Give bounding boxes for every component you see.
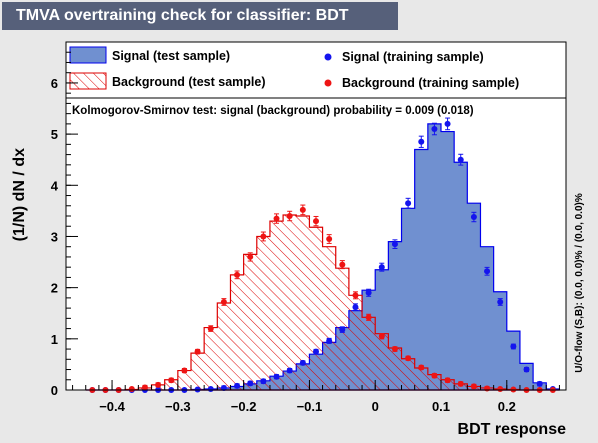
- signal-training-point: [352, 304, 359, 311]
- signal-training-point: [194, 386, 201, 393]
- background-training-point: [405, 355, 412, 362]
- background-training-point: [286, 213, 293, 219]
- signal-training-point: [247, 380, 254, 387]
- background-training-point: [470, 383, 477, 390]
- background-training-point: [497, 385, 504, 392]
- background-training-point: [141, 384, 148, 391]
- background-training-point: [339, 261, 346, 268]
- signal-training-point: [313, 348, 319, 355]
- x-tick-label: −0.4: [99, 399, 125, 414]
- background-training-point: [510, 386, 517, 393]
- x-tick-label: 0.2: [498, 399, 516, 414]
- background-training-point: [260, 233, 267, 240]
- y-tick-label: 6: [51, 76, 58, 91]
- signal-training-point: [365, 289, 372, 296]
- window-title: TMVA overtraining check for classifier: …: [2, 2, 398, 30]
- y-tick-label: 4: [51, 178, 59, 193]
- background-training-point: [247, 253, 254, 260]
- signal-training-point: [431, 126, 438, 132]
- legend-background-training-label: Background (training sample): [342, 76, 519, 90]
- signal-training-point: [470, 214, 477, 221]
- legend-signal-training-marker: [324, 53, 332, 61]
- signal-training-point: [457, 156, 464, 163]
- signal-training-point: [418, 138, 425, 145]
- background-training-point: [155, 381, 162, 388]
- legend-signal-test-swatch: [69, 46, 107, 64]
- signal-training-point: [273, 373, 280, 380]
- legend: Signal (test sample) Background (test sa…: [65, 41, 567, 99]
- signal-training-point: [523, 366, 530, 373]
- signal-training-point: [536, 380, 543, 387]
- background-training-point: [326, 236, 333, 243]
- signal-training-point: [260, 378, 267, 385]
- background-training-point: [220, 298, 227, 305]
- legend-frame: [65, 41, 567, 99]
- background-training-point: [207, 325, 214, 332]
- background-training-point: [299, 206, 306, 213]
- signal-training-point: [444, 120, 451, 127]
- background-training-point: [168, 377, 175, 384]
- signal-training-point: [339, 326, 346, 333]
- background-training-point: [234, 271, 241, 278]
- x-tick-label: −0.2: [231, 399, 257, 414]
- signal-training-point: [299, 359, 306, 366]
- signal-training-point: [405, 200, 412, 207]
- y-tick-label: 3: [51, 229, 58, 244]
- x-tick-label: 0.1: [432, 399, 450, 414]
- background-training-point: [194, 348, 201, 355]
- signal-training-point: [326, 337, 333, 344]
- background-training-point: [457, 380, 464, 387]
- background-training-point: [484, 385, 491, 392]
- overflow-note: U/O-flow (S,B): (0.0, 0.0)% / (0.0, 0.0)…: [574, 193, 585, 373]
- background-training-point: [378, 333, 385, 340]
- signal-training-point: [378, 264, 385, 271]
- x-tick-label: 0: [372, 399, 379, 414]
- y-tick-label: 2: [51, 281, 58, 296]
- legend-signal-test-label: Signal (test sample): [112, 49, 230, 63]
- legend-signal-training-label: Signal (training sample): [342, 50, 484, 64]
- legend-background-training-marker: [324, 79, 332, 87]
- background-training-point: [128, 385, 135, 392]
- background-training-point: [181, 367, 188, 374]
- background-training-point: [444, 377, 451, 384]
- background-training-point: [391, 346, 398, 353]
- background-training-point: [313, 218, 319, 225]
- background-training-point: [352, 292, 359, 299]
- signal-training-point: [497, 298, 504, 305]
- signal-training-point: [510, 343, 517, 350]
- axes: −0.4 −0.3 −0.2 −0.1 0 0.1 0.2 0 1 2 3 4 5 6: [51, 41, 567, 414]
- signal-training-point: [286, 367, 293, 374]
- signal-training-point: [207, 385, 214, 392]
- signal-training-point: [220, 384, 227, 391]
- x-tick-label: −0.1: [297, 399, 323, 414]
- signal-training-point: [484, 268, 491, 275]
- y-tick-label: 5: [51, 127, 58, 142]
- background-training-point: [365, 314, 372, 321]
- y-axis-label: (1/N) dN / dx: [11, 148, 28, 241]
- legend-background-test-label: Background (test sample): [112, 75, 266, 89]
- x-axis-label: BDT response: [458, 421, 567, 438]
- y-tick-label: 0: [51, 383, 58, 398]
- y-tick-label: 1: [51, 332, 58, 347]
- signal-training-point: [391, 241, 398, 248]
- background-training-point: [431, 372, 438, 379]
- x-tick-label: −0.3: [165, 399, 191, 414]
- background-training-point: [418, 364, 425, 371]
- background-training-point: [273, 215, 280, 222]
- signal-training-point: [234, 382, 241, 389]
- legend-background-test-swatch: [69, 72, 107, 90]
- ks-test-annotation: Kolmogorov-Smirnov test: signal (backgro…: [72, 105, 474, 117]
